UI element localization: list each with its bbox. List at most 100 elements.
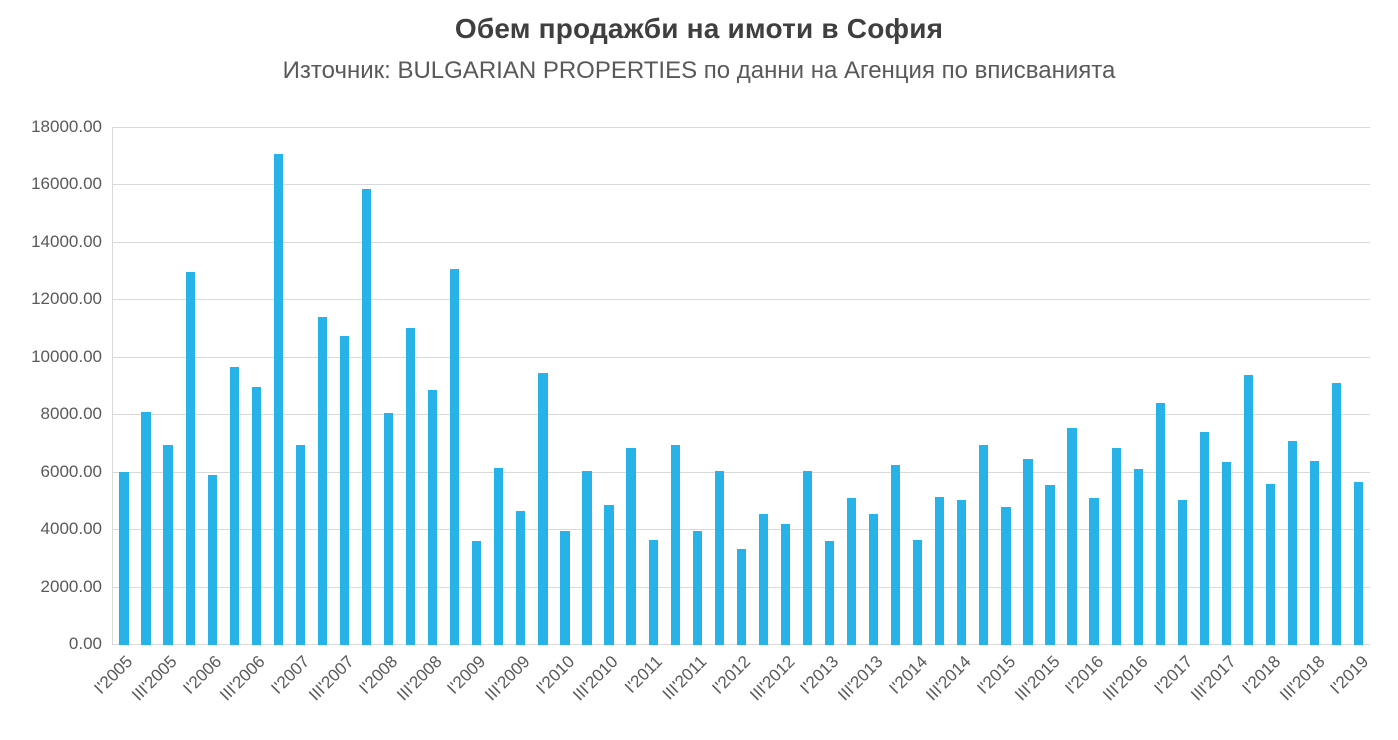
bar xyxy=(626,447,636,645)
bar-slot xyxy=(488,127,510,645)
bar-slot xyxy=(1281,127,1303,645)
y-tick-label: 2000.00 xyxy=(40,576,102,596)
bar-slot xyxy=(863,127,885,645)
bar-slot xyxy=(1039,127,1061,645)
x-tick-label: III'2015 xyxy=(1010,652,1064,705)
bar-slot xyxy=(841,127,863,645)
bar xyxy=(450,269,460,645)
bar xyxy=(1309,460,1320,645)
bar-slot xyxy=(752,127,774,645)
bar xyxy=(1199,432,1209,645)
bar xyxy=(273,154,283,645)
y-tick-label: 4000.00 xyxy=(40,519,102,539)
bar xyxy=(339,335,350,645)
bar-slot xyxy=(620,127,642,645)
bar xyxy=(428,390,438,645)
bar-slot xyxy=(774,127,796,645)
bar xyxy=(1023,459,1033,645)
bar xyxy=(846,498,857,645)
chart-title: Обем продажби на имоти в София xyxy=(454,13,944,44)
bar xyxy=(957,499,967,645)
bar-slot xyxy=(576,127,598,645)
x-tick-label: III'2018 xyxy=(1275,652,1329,705)
bar xyxy=(251,387,261,645)
bar-slot xyxy=(598,127,620,645)
gridline xyxy=(113,184,1370,186)
bar-slot xyxy=(1259,127,1281,645)
x-tick-label: III'2017 xyxy=(1187,652,1240,705)
bar-slot xyxy=(1237,127,1259,645)
bar-slot xyxy=(245,127,267,645)
bar-slot xyxy=(223,127,245,645)
x-tick-label: III'2010 xyxy=(569,652,623,705)
bar-slot xyxy=(907,127,929,645)
gridline xyxy=(113,127,1370,128)
bar-slot xyxy=(444,127,466,645)
bar-slot xyxy=(796,127,818,645)
bar xyxy=(1221,462,1231,645)
bar xyxy=(141,411,151,645)
bar xyxy=(1045,485,1055,645)
bar-slot xyxy=(135,127,157,645)
bar xyxy=(119,472,129,645)
y-tick-label: 8000.00 xyxy=(40,404,102,424)
bar-slot xyxy=(951,127,973,645)
x-tick-label: I'2019 xyxy=(1326,652,1373,698)
bar xyxy=(935,496,945,645)
bar xyxy=(229,367,239,645)
gridline xyxy=(113,241,1370,243)
bar xyxy=(1265,483,1276,645)
bar xyxy=(736,548,746,645)
bar xyxy=(648,539,658,645)
bar xyxy=(582,470,592,645)
gridline xyxy=(113,299,1370,301)
bar-slot xyxy=(642,127,664,645)
x-tick-label: III'2013 xyxy=(834,652,887,705)
y-tick-label: 0.00 xyxy=(68,634,102,653)
bar xyxy=(1331,383,1342,645)
bar xyxy=(824,541,835,645)
bar-slot xyxy=(1304,127,1326,645)
bar-slot xyxy=(157,127,179,645)
bar xyxy=(604,505,614,645)
x-tick-label: III'2011 xyxy=(658,652,711,704)
bar xyxy=(670,445,680,645)
x-tick-label: III'2006 xyxy=(216,652,269,705)
bar xyxy=(361,188,372,645)
bar-slot xyxy=(1171,127,1193,645)
bar xyxy=(1243,374,1254,645)
chart-subtitle: Източник: BULGARIAN PROPERTIES по данни … xyxy=(282,57,1116,84)
y-tick-label: 12000.00 xyxy=(31,289,102,309)
bar-slot xyxy=(333,127,355,645)
bar-slot xyxy=(1193,127,1215,645)
bar-slot xyxy=(378,127,400,645)
bar-slot xyxy=(973,127,995,645)
bar-slot xyxy=(1326,127,1348,645)
bar xyxy=(758,514,768,645)
bar xyxy=(714,470,724,645)
bar-slot xyxy=(289,127,311,645)
bar xyxy=(317,316,328,645)
bar xyxy=(494,468,504,645)
x-tick-label: III'2009 xyxy=(481,652,534,705)
bar xyxy=(185,272,195,645)
bar xyxy=(1155,403,1165,645)
y-tick-label: 6000.00 xyxy=(40,461,102,481)
x-tick-label: III'2012 xyxy=(746,652,799,705)
bar xyxy=(516,511,526,645)
bar xyxy=(538,373,548,645)
bar-slot xyxy=(1017,127,1039,645)
bar-slot xyxy=(510,127,532,645)
bar xyxy=(780,524,791,645)
bar-slot xyxy=(1215,127,1237,645)
bar-slot xyxy=(1127,127,1149,645)
gridline xyxy=(113,529,1370,531)
bar-slot xyxy=(267,127,289,645)
bar-slot xyxy=(554,127,576,645)
bar xyxy=(1001,506,1011,645)
bar xyxy=(406,328,416,645)
y-axis-labels: 0.00 2000.00 4000.00 6000.00 8000.00 10000.00… xyxy=(0,117,102,653)
bar xyxy=(472,541,482,645)
bar-slot xyxy=(113,127,135,645)
